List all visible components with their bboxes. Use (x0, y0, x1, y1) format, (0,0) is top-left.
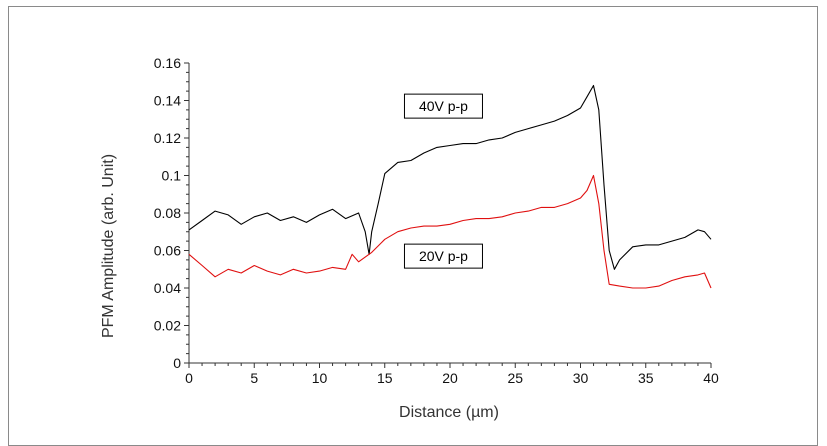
x-tick-label: 15 (377, 370, 393, 386)
y-tick-label: 0 (173, 355, 181, 371)
x-tick-label: 40 (703, 370, 719, 386)
series-label-text: 20V p-p (419, 248, 468, 264)
y-tick-label: 0.14 (154, 93, 181, 109)
series-line-40v (188, 84, 712, 270)
y-tick-label: 0.1 (162, 168, 182, 184)
series-line-20v (188, 174, 712, 289)
x-axis-label: Distance (µm) (399, 404, 499, 421)
y-tick-label: 0.06 (154, 243, 181, 259)
series-label-text: 40V p-p (419, 98, 468, 114)
pfm-amplitude-chart: 0 0.02 0.04 0.06 0.08 0.1 0.12 0.14 0.16 0 5 10 15 20… (100, 55, 719, 421)
annotation-layer: 40V p-p 20V p-p (403, 93, 483, 269)
y-tick-label: 0.08 (154, 205, 181, 221)
x-tick-label: 0 (185, 370, 193, 386)
y-tick-label: 0.02 (154, 318, 181, 334)
series-layer (188, 84, 712, 289)
x-tick-label: 25 (507, 370, 523, 386)
x-tick-label: 10 (312, 370, 328, 386)
axes: 0 0.02 0.04 0.06 0.08 0.1 0.12 0.14 0.16 0 5 10 15 20… (154, 55, 719, 386)
series-label-box (403, 93, 483, 119)
y-tick-label: 0.12 (154, 130, 181, 146)
x-tick-label: 30 (573, 370, 589, 386)
x-tick-label: 35 (638, 370, 654, 386)
series-label-box (403, 243, 483, 269)
x-tick-label: 20 (442, 370, 458, 386)
x-tick-label: 5 (250, 370, 258, 386)
y-axis-label: PFM Amplitude (arb. Unit) (100, 154, 117, 338)
y-tick-label: 0.04 (154, 280, 181, 296)
figure-frame: 0 0.02 0.04 0.06 0.08 0.1 0.12 0.14 0.16 0 5 10 15 20… (8, 6, 818, 446)
y-tick-label: 0.16 (154, 55, 181, 71)
